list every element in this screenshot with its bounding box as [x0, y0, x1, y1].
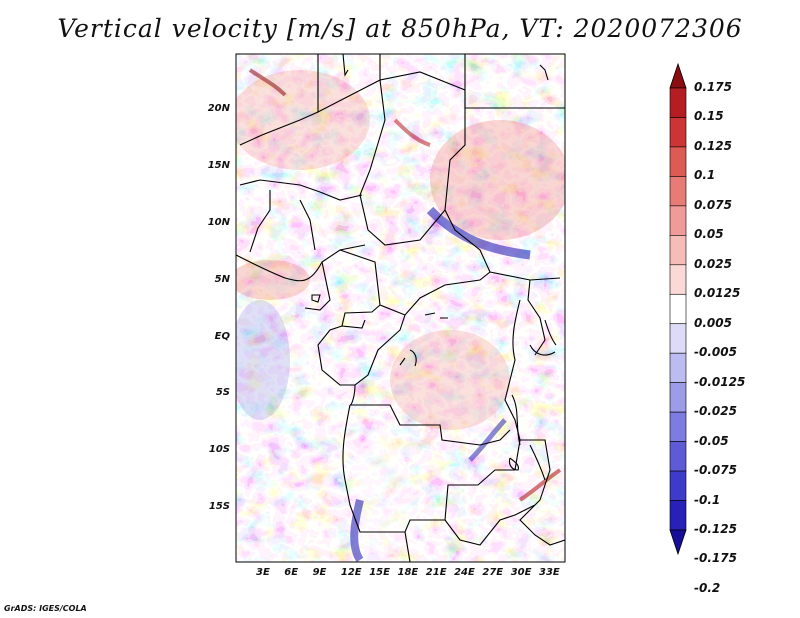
colorbar-label: 0.15 — [694, 109, 724, 124]
lon-label-24E: 24E — [454, 567, 475, 578]
colorbar-label: -0.1 — [694, 492, 721, 507]
country-borders — [236, 54, 565, 562]
colorbar-band — [669, 411, 687, 442]
map-frame — [235, 53, 566, 563]
colorbar-band — [669, 441, 687, 472]
colorbar-band — [669, 500, 687, 531]
colorbar-band — [669, 117, 687, 148]
colorbar-label: 0.1 — [694, 168, 716, 183]
colorbar-label: -0.0125 — [694, 374, 746, 389]
lat-label-10N: 10N — [207, 217, 230, 228]
colorbar-label: 0.175 — [694, 80, 732, 94]
colorbar-label: -0.005 — [694, 345, 737, 360]
colorbar-top-arrow — [669, 62, 687, 89]
colorbar-band — [669, 176, 687, 207]
lon-label-27E: 27E — [482, 567, 504, 578]
colorbar-label: -0.125 — [694, 522, 737, 536]
lon-label-6E: 6E — [284, 567, 299, 578]
lat-label-5N: 5N — [214, 274, 230, 285]
colorbar-label: -0.175 — [694, 551, 737, 566]
colorbar — [669, 62, 687, 556]
colorbar-band — [669, 264, 687, 295]
colorbar-label: 0.005 — [694, 315, 732, 330]
lat-label-15S: 15S — [208, 501, 230, 512]
colorbar-band — [669, 323, 687, 354]
colorbar-band — [669, 235, 687, 266]
lon-label-30E: 30E — [510, 567, 532, 578]
lat-label-15N: 15N — [207, 160, 230, 171]
colorbar-band — [669, 470, 687, 501]
colorbar-label: -0.2 — [694, 580, 721, 595]
chart-title: Vertical velocity [m/s] at 850hPa, VT: 2… — [57, 14, 743, 43]
colorbar-label: -0.05 — [694, 433, 729, 448]
lat-label-EQ: EQ — [214, 331, 230, 342]
colorbar-label: 0.125 — [694, 138, 732, 153]
colorbar-band — [669, 293, 687, 325]
lon-label-9E: 9E — [312, 567, 327, 578]
colorbar-label: 0.075 — [694, 197, 732, 212]
colorbar-label: -0.025 — [694, 404, 737, 419]
lon-label-3E: 3E — [256, 567, 270, 578]
colorbar-band — [669, 205, 687, 236]
credit-text: GrADS: IGES/COLA — [4, 604, 87, 613]
lon-label-33E: 33E — [539, 567, 560, 578]
lon-label-15E: 15E — [369, 567, 390, 578]
colorbar-bottom-arrow — [669, 529, 687, 556]
lon-label-18E: 18E — [397, 567, 419, 578]
lon-label-21E: 21E — [425, 567, 447, 578]
colorbar-band — [669, 382, 687, 413]
colorbar-band — [669, 146, 687, 177]
lat-label-20N: 20N — [207, 103, 230, 114]
colorbar-band — [669, 352, 687, 383]
colorbar-band — [669, 87, 687, 118]
velocity-field — [236, 54, 565, 562]
colorbar-label: 0.0125 — [694, 286, 741, 301]
colorbar-label: 0.025 — [694, 256, 732, 271]
lat-label-5S: 5S — [215, 387, 230, 398]
lon-label-12E: 12E — [340, 567, 362, 578]
colorbar-label: 0.05 — [694, 227, 724, 242]
colorbar-label: -0.075 — [694, 463, 737, 478]
lat-label-10S: 10S — [208, 444, 230, 455]
